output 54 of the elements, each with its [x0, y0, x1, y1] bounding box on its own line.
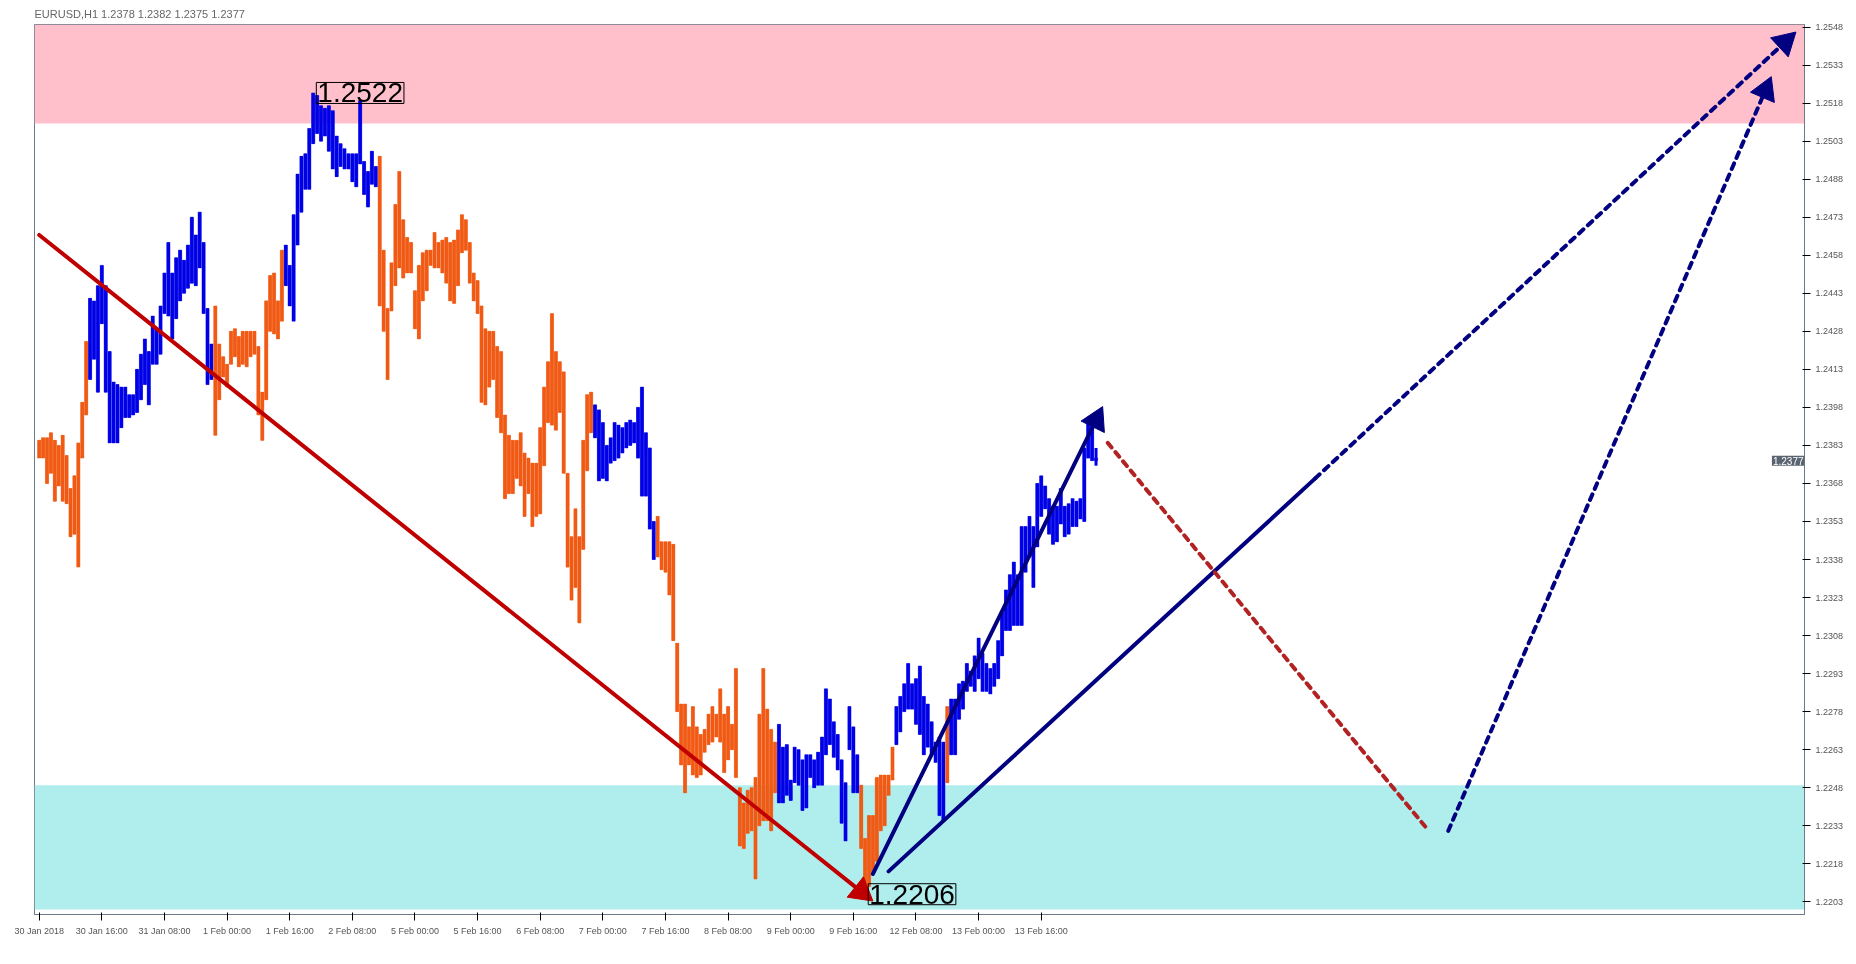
y-tick-label: 1.2383 [1815, 440, 1844, 451]
y-tick-label: 1.2278 [1815, 706, 1844, 717]
y-tick-label: 1.2443 [1815, 288, 1844, 299]
y-tick-label: 1.2323 [1815, 592, 1844, 603]
chart-title: EURUSD,H1 1.2378 1.2382 1.2375 1.2377 [34, 7, 245, 20]
y-tick-label: 1.2308 [1815, 630, 1844, 641]
y-tick-label: 1.2338 [1815, 554, 1844, 565]
x-tick-label: 7 Feb 00:00 [578, 925, 627, 936]
annotation: 1.2522 [317, 77, 403, 109]
y-tick-label: 1.2533 [1815, 60, 1844, 71]
y-tick-label: 1.2233 [1815, 820, 1844, 831]
y-tick-label: 1.2218 [1815, 858, 1844, 869]
x-tick-label: 30 Jan 16:00 [75, 925, 128, 936]
x-tick-label: 1 Feb 00:00 [203, 925, 252, 936]
y-tick-label: 1.2503 [1815, 136, 1844, 147]
y-tick-label: 1.2413 [1815, 364, 1844, 375]
x-tick-label: 5 Feb 00:00 [390, 925, 439, 936]
y-tick-label: 1.2548 [1815, 22, 1844, 33]
candlestick [867, 815, 871, 887]
x-tick-label: 8 Feb 08:00 [704, 925, 753, 936]
candlestick [906, 663, 910, 711]
y-tick-label: 1.2293 [1815, 668, 1844, 679]
candlestick [691, 706, 695, 776]
x-tick-label: 6 Feb 08:00 [516, 925, 565, 936]
y-tick-label: 1.2263 [1815, 744, 1844, 755]
candlestick [550, 313, 554, 427]
x-tick-label: 12 Feb 08:00 [889, 925, 943, 936]
y-tick-label: 1.2203 [1815, 896, 1844, 907]
candlestick [37, 440, 42, 459]
x-tick-label: 1 Feb 16:00 [265, 925, 314, 936]
y-tick-label: 1.2353 [1815, 516, 1844, 527]
y-tick-label: 1.2398 [1815, 402, 1844, 413]
x-tick-label: 2 Feb 08:00 [328, 925, 377, 936]
candlestick [738, 787, 742, 847]
x-tick-label: 31 Jan 08:00 [138, 925, 191, 936]
x-tick-label: 9 Feb 00:00 [766, 925, 815, 936]
y-tick-label: 1.2368 [1815, 478, 1844, 489]
annotation: 1.2206 [869, 878, 955, 910]
x-tick-label: 13 Feb 16:00 [1014, 925, 1068, 936]
x-tick-label: 13 Feb 00:00 [952, 925, 1006, 936]
candlestick [734, 668, 738, 778]
candlestick [88, 298, 92, 380]
x-tick-label: 5 Feb 16:00 [453, 925, 502, 936]
y-tick-label: 1.2248 [1815, 782, 1844, 793]
annotation: 1.2377 [1772, 455, 1804, 467]
x-tick-label: 30 Jan 2018 [14, 925, 64, 936]
x-tick-label: 7 Feb 16:00 [641, 925, 690, 936]
y-tick-label: 1.2488 [1815, 174, 1844, 185]
y-tick-label: 1.2473 [1815, 212, 1844, 223]
x-tick-label: 9 Feb 16:00 [829, 925, 878, 936]
y-tick-label: 1.2518 [1815, 98, 1844, 109]
y-tick-label: 1.2428 [1815, 326, 1844, 337]
candlestick [45, 436, 49, 484]
y-tick-label: 1.2458 [1815, 250, 1844, 261]
